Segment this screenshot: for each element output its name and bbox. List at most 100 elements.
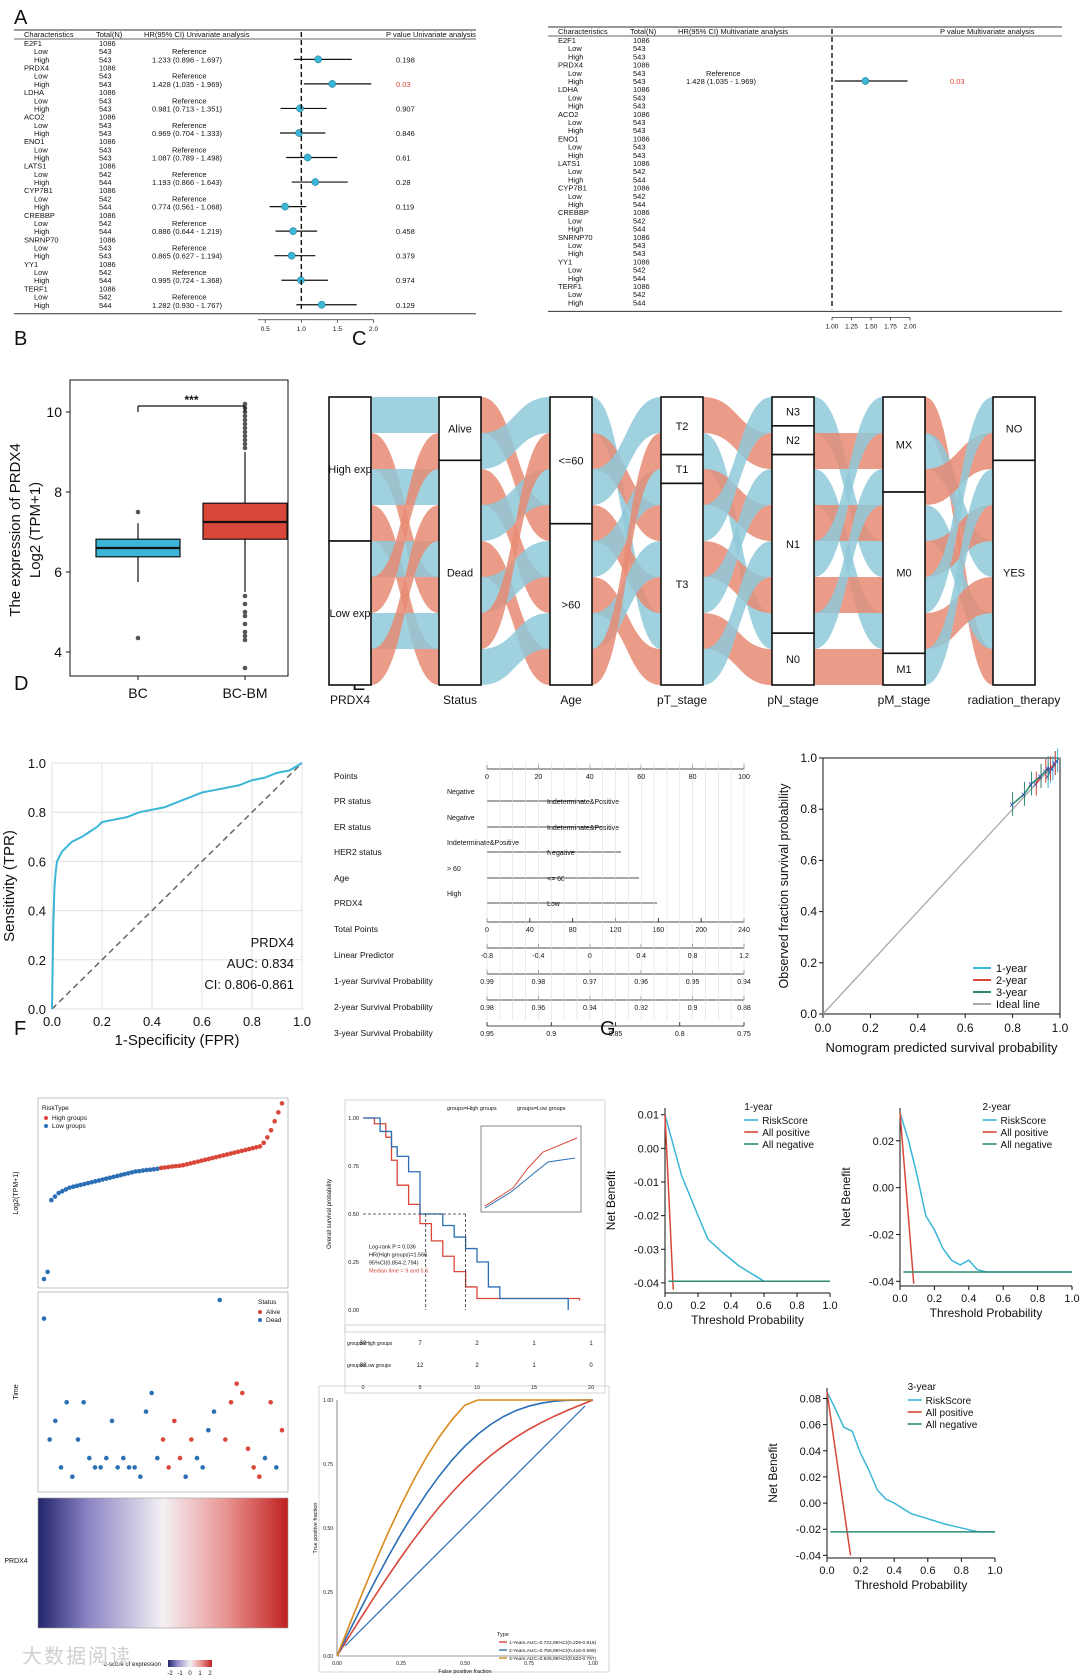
- alluvial-stratum-label: YES: [1003, 568, 1025, 580]
- boxplot-outlier: [242, 633, 248, 639]
- nomogram-row-label: Linear Predictor: [334, 950, 394, 960]
- status-point: [234, 1381, 239, 1386]
- riskscore-point: [56, 1190, 61, 1196]
- dca-y-tick-label: -0.03: [634, 1244, 659, 1256]
- alluvial-stratum-label: Dead: [447, 568, 473, 580]
- nomogram-tick-label: 80: [569, 927, 577, 934]
- timeroc-x-tick-label: 1.00: [588, 1661, 598, 1667]
- roc-y-tick-label: 0.6: [28, 854, 46, 869]
- calibration-frame: [822, 757, 1061, 1015]
- riskscore-point: [239, 1148, 245, 1154]
- forest-total-n: 542: [99, 293, 112, 302]
- alluvial-stratum-label: Low exp: [330, 608, 371, 620]
- alluvial-stratum-label: T3: [676, 579, 689, 591]
- risk-table-x-tick: 15: [531, 1385, 537, 1391]
- forest-p-value: 0.61: [396, 154, 411, 163]
- timeroc-legend-title: Type: [497, 1632, 509, 1638]
- nomogram-tick-label: 40: [526, 927, 534, 934]
- alluvial-flow: [703, 541, 772, 685]
- forest-characteristic: High: [568, 77, 583, 86]
- boxplot-outlier: [242, 445, 248, 451]
- riskscore-point: [195, 1159, 201, 1164]
- status-point: [251, 1465, 256, 1470]
- km-box: [344, 1099, 606, 1333]
- timeroc-y-tick-label: 0.00: [323, 1654, 333, 1660]
- km-annotation: HR(High groups)=1.566: [369, 1253, 427, 1259]
- boxplot-x-tick-label: BC: [128, 685, 147, 701]
- forest-total-n: 543: [633, 143, 646, 152]
- forest-characteristic: High: [568, 298, 583, 307]
- riskscore-point: [206, 1156, 212, 1162]
- forest-characteristic: High: [568, 274, 583, 283]
- alluvial-flow: [371, 433, 439, 613]
- forest-point: [861, 77, 870, 85]
- status-frame: [37, 1291, 289, 1493]
- boxplot-outlier: [242, 433, 248, 439]
- panel-letter-b: B: [14, 328, 27, 350]
- forest-characteristic: High: [568, 225, 583, 234]
- nomogram-row-label: Total Points: [334, 924, 378, 934]
- risk-table-x-tick: 5: [418, 1385, 421, 1391]
- alluvial-flow: [814, 505, 883, 541]
- calibration-x-tick-label: 1.0: [1052, 1021, 1069, 1035]
- boxplot-y-label: The expression of PRDX4: [7, 443, 24, 616]
- dca-x-tick-label: 0.8: [789, 1300, 804, 1312]
- riskscore-point: [81, 1181, 87, 1187]
- timeroc-x-tick-label: 0.75: [524, 1661, 534, 1667]
- forest-total-n: 1086: [99, 186, 116, 195]
- roc-x-tick-label: 0.4: [143, 1014, 161, 1029]
- boxplot-outlier: [242, 613, 248, 619]
- forest-characteristic: Low: [34, 121, 48, 130]
- risk-table-x-tick: 10: [474, 1385, 480, 1391]
- riskscore-point: [257, 1144, 263, 1149]
- forest-characteristic: CREBBP: [24, 211, 55, 220]
- timeroc-y-tick-label: 0.50: [323, 1526, 333, 1532]
- status-point: [262, 1455, 268, 1461]
- calibration-point: x: [1045, 764, 1049, 773]
- boxplot-outlier: [242, 401, 248, 407]
- dca-y-tick-label: 0.02: [873, 1136, 894, 1148]
- calibration-point: x: [1021, 790, 1025, 799]
- forest-characteristic: Low: [568, 266, 582, 275]
- forest-total-n: 544: [633, 200, 646, 209]
- riskscore-point: [162, 1165, 168, 1170]
- forest-p-value: 0.458: [396, 227, 415, 236]
- forest-characteristic: High: [568, 126, 583, 135]
- dca-curve-riskscore: [826, 1391, 995, 1533]
- riskscore-point: [118, 1172, 124, 1178]
- nomogram-row-label: ER status: [334, 822, 371, 832]
- dca-y-tick-label: -0.04: [796, 1550, 821, 1562]
- nomogram-level-label: Low: [547, 901, 561, 908]
- km-annotation: Median time = 9 and 5.5: [369, 1269, 428, 1275]
- forest-header: HR(95% CI) Multivariate analysis: [678, 27, 788, 36]
- forest-total-n: 1086: [99, 64, 116, 73]
- alluvial-flow: [592, 433, 661, 541]
- status-point: [58, 1465, 64, 1470]
- status-point: [189, 1437, 194, 1442]
- calibration-y-tick-label: 0.0: [800, 1007, 817, 1021]
- dca-y-tick-label: -0.04: [634, 1278, 659, 1290]
- dca-x-label: Threshold Probability: [855, 1578, 968, 1592]
- legend-dot: [258, 1310, 262, 1314]
- forest-total-n: 543: [633, 69, 646, 78]
- forest-characteristic: High: [34, 301, 49, 310]
- forest-characteristic: CREBBP: [558, 208, 589, 217]
- forest-header: P value Multivariate analysis: [940, 27, 1035, 36]
- riskscore-point: [63, 1187, 69, 1192]
- forest-total-n: 1086: [633, 184, 650, 193]
- riskscore-point: [155, 1166, 160, 1172]
- riskscore-point: [261, 1140, 266, 1146]
- forest-total-n: 543: [633, 241, 646, 250]
- boxplot-outlier: [242, 413, 248, 419]
- forest-total-n: 543: [99, 252, 112, 261]
- forest-total-n: 544: [633, 274, 646, 283]
- status-point: [245, 1446, 251, 1452]
- forest-total-n: 1086: [633, 257, 650, 266]
- dca-y-tick-label: 0.04: [800, 1446, 821, 1458]
- forest-total-n: 543: [633, 44, 646, 53]
- forest-total-n: 543: [633, 249, 646, 258]
- dca-x-label: Threshold Probability: [691, 1313, 804, 1327]
- riskscore-point: [114, 1173, 120, 1179]
- status-point: [126, 1465, 132, 1470]
- status-point: [172, 1418, 177, 1424]
